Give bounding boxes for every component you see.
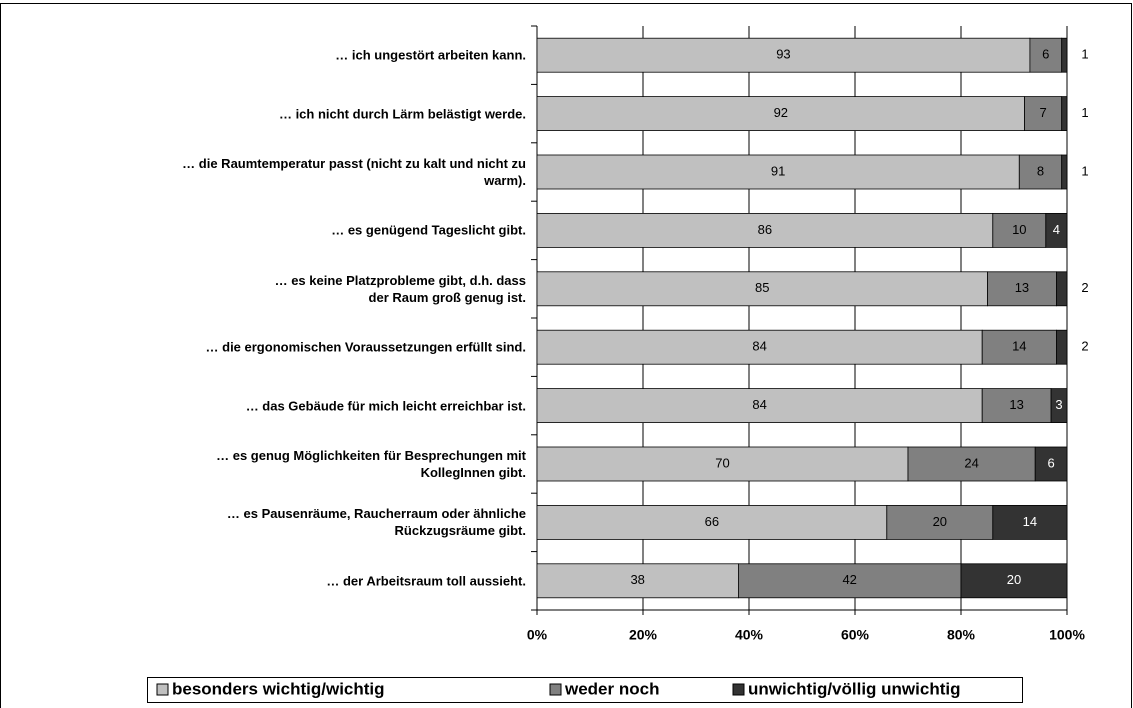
category-label: … ich ungestört arbeiten kann. — [335, 47, 526, 63]
x-tick-label: 40% — [735, 627, 764, 643]
bar-segment — [1050, 388, 1068, 424]
value-label: 84 — [752, 397, 766, 412]
value-label: 91 — [771, 163, 785, 178]
value-label: 85 — [755, 280, 769, 295]
value-label: 14 — [1012, 339, 1026, 354]
value-label: 86 — [758, 222, 772, 237]
value-label: 66 — [705, 514, 719, 529]
bar-segment — [1061, 37, 1068, 73]
x-tick-label: 0% — [527, 627, 548, 643]
bar-segment — [907, 446, 1036, 482]
bar-segment — [536, 329, 983, 365]
value-label: 1 — [1081, 105, 1088, 120]
bar-segment — [1045, 212, 1068, 248]
value-label: 7 — [1040, 105, 1047, 120]
legend-swatch — [732, 683, 745, 696]
category-label: … das Gebäude für mich leicht erreichbar… — [245, 398, 526, 414]
frame — [0, 3, 1132, 708]
value-label: 20 — [1007, 572, 1021, 587]
bar-segment — [536, 154, 1020, 190]
bar-segment — [1061, 96, 1068, 131]
value-label: 2 — [1081, 280, 1088, 295]
bar-segment — [992, 504, 1068, 540]
bar-segment — [992, 212, 1047, 248]
legend-label: unwichtig/völlig unwichtig — [748, 679, 960, 698]
value-label: 24 — [964, 455, 978, 470]
legend-swatch — [549, 683, 562, 696]
category-label: … es genug Möglichkeiten für Besprechung… — [216, 448, 526, 480]
x-tick-label: 100% — [1049, 627, 1085, 643]
value-label: 6 — [1047, 455, 1054, 470]
bar-segment — [536, 388, 983, 424]
category-label: … es genügend Tageslicht gibt. — [331, 222, 526, 238]
category-label: … der Arbeitsraum toll aussieht. — [326, 573, 526, 589]
legend-box — [147, 677, 1023, 703]
value-label: 10 — [1012, 222, 1026, 237]
bar-segment — [981, 329, 1057, 365]
legend-label: weder noch — [564, 679, 659, 698]
value-label: 20 — [933, 514, 947, 529]
category-label: … es Pausenräume, Raucherraum oder ähnli… — [226, 506, 526, 539]
value-label: 8 — [1037, 163, 1044, 178]
bar-segment — [536, 96, 1026, 131]
bar-segment — [1056, 271, 1068, 307]
value-label: 70 — [715, 455, 729, 470]
value-label: 42 — [842, 572, 856, 587]
bar-segment — [1034, 446, 1068, 482]
value-label: 13 — [1015, 280, 1029, 295]
category-label: … die ergonomischen Voraussetzungen erfü… — [205, 339, 526, 355]
bar-segment — [1056, 329, 1068, 365]
category-label: … es keine Platzprobleme gibt, d.h. dass… — [274, 272, 526, 305]
bar-segment — [981, 388, 1052, 424]
bar-segment — [960, 563, 1068, 599]
bar-segment — [536, 212, 994, 248]
value-label: 14 — [1023, 514, 1037, 529]
legend-label: besonders wichtig/wichtig — [172, 679, 385, 698]
x-tick-label: 80% — [947, 627, 976, 643]
bar-segment — [536, 504, 888, 540]
bar-segment — [1029, 37, 1063, 73]
bar-segment — [1061, 154, 1068, 190]
x-tick-label: 60% — [841, 627, 870, 643]
value-label: 3 — [1055, 397, 1062, 412]
value-label: 4 — [1053, 222, 1060, 237]
bar-segment — [536, 271, 988, 307]
category-label: … ich nicht durch Lärm belästigt werde. — [278, 106, 526, 122]
value-label: 93 — [776, 47, 790, 62]
category-label: … die Raumtemperatur passt (nicht zu kal… — [182, 156, 526, 188]
value-label: 2 — [1081, 339, 1088, 354]
value-label: 38 — [630, 572, 644, 587]
bar-segment — [886, 504, 994, 540]
value-label: 84 — [752, 339, 766, 354]
value-label: 1 — [1081, 163, 1088, 178]
x-tick-label: 20% — [629, 627, 658, 643]
value-label: 1 — [1081, 47, 1088, 62]
bar-segment — [987, 271, 1057, 307]
value-label: 13 — [1009, 397, 1023, 412]
value-label: 6 — [1042, 47, 1049, 62]
bar-segment — [536, 563, 739, 599]
legend-swatch — [156, 683, 169, 696]
bar-segment — [536, 446, 909, 482]
value-label: 92 — [774, 105, 788, 120]
